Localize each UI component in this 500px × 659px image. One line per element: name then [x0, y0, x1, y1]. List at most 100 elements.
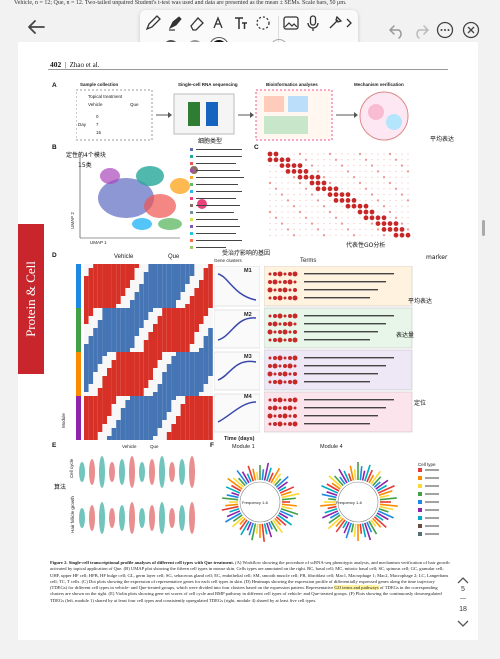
- heatmap-cell: [102, 284, 107, 288]
- heatmap-cell: [153, 280, 158, 284]
- circle-bar: [231, 516, 245, 528]
- handwriting-note[interactable]: 15类: [78, 162, 92, 169]
- heatmap-cell: [116, 284, 121, 288]
- image-icon[interactable]: [282, 14, 300, 32]
- dot: [269, 217, 271, 219]
- heatmap-cell: [111, 288, 117, 292]
- handwriting-note[interactable]: 算法: [54, 484, 67, 491]
- heatmap-cell: [185, 436, 190, 440]
- violin: [119, 459, 125, 485]
- term-dot: [268, 406, 272, 410]
- heatmap-cell: [199, 416, 204, 420]
- heatmap-cell: [199, 408, 204, 412]
- heatmap-cell: [84, 300, 89, 304]
- heatmap-cell: [203, 436, 209, 440]
- heatmap-cell: [116, 340, 121, 344]
- heatmap-cell: [208, 276, 213, 280]
- circle-bar: [239, 519, 248, 530]
- heatmap-cell: [208, 324, 213, 328]
- handwriting-note[interactable]: marker: [426, 254, 448, 261]
- heatmap-cell: [153, 336, 158, 340]
- heatmap-cell: [139, 352, 144, 356]
- heatmap-cell: [97, 344, 103, 348]
- term-dot: [283, 380, 287, 384]
- heatmap-cell: [180, 420, 186, 424]
- close-icon[interactable]: [462, 21, 480, 39]
- heatmap-cell: [171, 412, 176, 416]
- term-line: [304, 297, 370, 299]
- handwriting-note[interactable]: 代表性GO分析: [346, 242, 386, 249]
- module-bar: [76, 292, 81, 296]
- dot: [364, 158, 368, 161]
- heatmap-cell: [176, 424, 181, 428]
- heatmap-cell: [125, 360, 130, 364]
- heatmap-cell: [111, 416, 117, 420]
- heatmap-cell: [203, 292, 209, 296]
- panel-a-step-3: Bioinformatics analyses: [266, 82, 318, 87]
- lasso-icon[interactable]: [210, 14, 228, 32]
- heatmap-cell: [120, 356, 126, 360]
- chevron-up-icon[interactable]: [457, 576, 469, 584]
- handwriting-note[interactable]: 平均表达: [408, 298, 433, 305]
- circle-bar: [232, 477, 245, 488]
- circle-bar: [274, 478, 282, 487]
- heatmap-cell: [176, 352, 181, 356]
- heatmap-cell: [116, 404, 121, 408]
- dot: [359, 188, 361, 190]
- handwriting-note[interactable]: 定性的4个模块: [66, 152, 106, 159]
- circle-bar: [375, 479, 389, 490]
- eraser-icon[interactable]: [188, 14, 206, 32]
- document-page[interactable]: 402 | Zhao et al. Protein & Cell A Sampl…: [18, 42, 478, 640]
- handwriting-note[interactable]: 定位: [414, 400, 427, 407]
- handwriting-note[interactable]: 受治疗影响的基因: [222, 250, 271, 257]
- heatmap-cell: [171, 336, 176, 340]
- handwriting-note[interactable]: 平均表达: [430, 136, 455, 143]
- microphone-icon[interactable]: [304, 14, 322, 32]
- circle-bar: [275, 516, 287, 527]
- term-dot: [293, 280, 297, 284]
- pen-icon[interactable]: [144, 14, 162, 32]
- scrollbar-thumb[interactable]: [482, 220, 485, 236]
- violin: [149, 459, 155, 485]
- dot: [281, 205, 283, 207]
- back-arrow-icon[interactable]: [26, 18, 46, 36]
- chevron-down-icon[interactable]: [457, 620, 469, 628]
- handwriting-note[interactable]: 细胞类型: [198, 138, 223, 145]
- handwriting-note[interactable]: 表达量: [396, 332, 415, 339]
- redo-icon[interactable]: [412, 21, 430, 39]
- circle-bar: [359, 466, 363, 481]
- heatmap-cell: [143, 276, 149, 280]
- highlighter-icon[interactable]: [166, 14, 184, 32]
- more-icon[interactable]: [436, 21, 454, 39]
- heatmap-cell: [162, 436, 167, 440]
- highlighted-text[interactable]: GO terms and pathways: [334, 585, 379, 591]
- heatmap-cell: [162, 276, 167, 280]
- dot: [375, 215, 381, 221]
- dot: [407, 153, 409, 155]
- heatmap-cell: [107, 304, 112, 308]
- heatmap-cell: [199, 328, 204, 332]
- heatmap-cell: [139, 432, 144, 436]
- heatmap-cell: [203, 324, 209, 328]
- legend-line: [425, 517, 439, 519]
- text-icon[interactable]: [232, 14, 250, 32]
- heatmap-cell: [143, 428, 149, 432]
- heatmap-cell: [194, 336, 199, 340]
- circle-bar: [270, 467, 281, 484]
- heatmap-cell: [194, 320, 199, 324]
- heatmap-cell: [107, 316, 112, 320]
- chevron-right-icon[interactable]: [344, 18, 354, 28]
- gene-clusters-header: Gene clusters: [214, 258, 242, 263]
- dot: [365, 228, 367, 230]
- undo-icon[interactable]: [388, 21, 406, 39]
- paint-icon[interactable]: [326, 14, 344, 32]
- heatmap-cell: [107, 296, 112, 300]
- dot: [291, 163, 297, 168]
- heatmap-cell: [134, 328, 140, 332]
- shape-icon[interactable]: [254, 14, 272, 32]
- heatmap-cell: [130, 416, 135, 420]
- heatmap-cell: [120, 380, 126, 384]
- violin: [129, 456, 135, 488]
- heatmap-cell: [148, 276, 153, 280]
- heatmap-cell: [93, 332, 98, 336]
